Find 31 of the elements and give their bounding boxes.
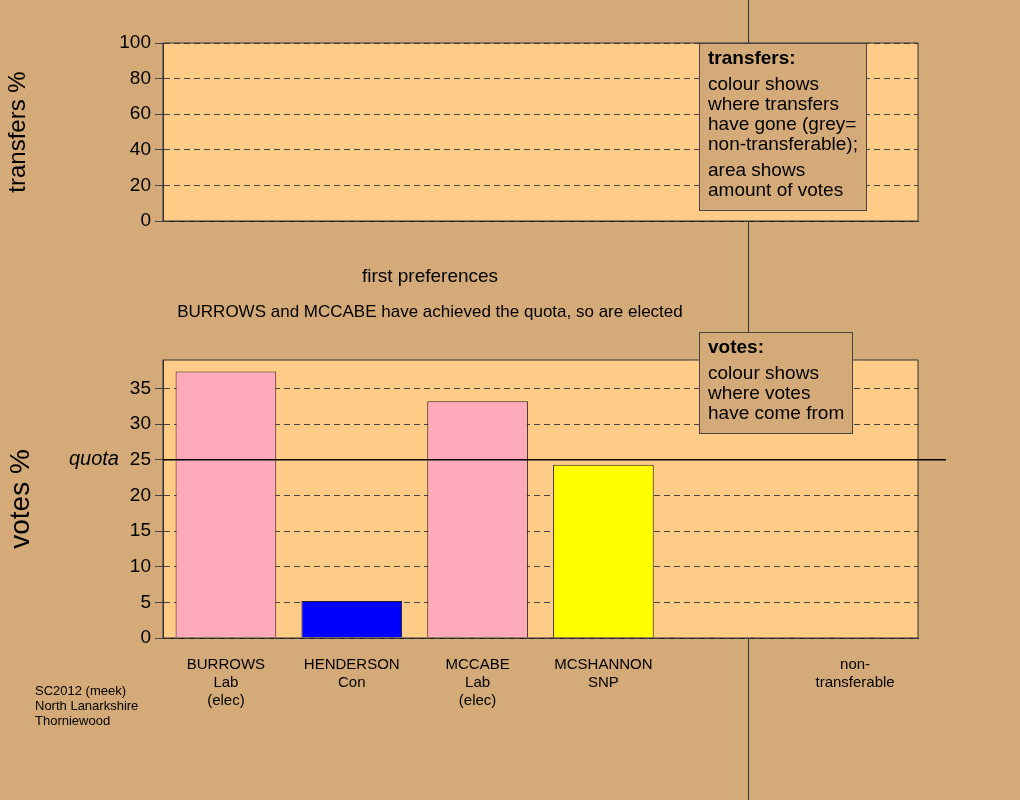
- y-tick-label: 10: [129, 554, 151, 576]
- annotation: area shows amount of votes: [708, 159, 845, 200]
- y-tick-label: 0: [140, 209, 151, 231]
- y-axis-title: transfers %: [3, 71, 31, 193]
- text: SC2012 (meek) North Lanarkshire Thorniewood: [35, 683, 139, 728]
- y-tick-label: 20: [129, 173, 151, 195]
- x-tick-label: HENDERSON Con: [303, 655, 400, 691]
- annotation: colour shows where votes have come from: [708, 362, 845, 423]
- notes-box: transfers: colour shows where transfers have gone (grey= non-transferable); area shows amount of votes: [699, 43, 867, 211]
- notes-box: votes: colour shows where votes have come from: [699, 332, 854, 434]
- x-tick-label: MCSHANNON SNP: [554, 655, 653, 691]
- y-tick-label: 30: [129, 412, 151, 434]
- y-tick-label: 40: [129, 138, 151, 160]
- y-tick-label: 0: [140, 626, 151, 648]
- y-tick-label: 15: [129, 519, 151, 541]
- y-axis-title: votes %: [3, 449, 35, 549]
- annotation: transfers:: [708, 47, 797, 68]
- y-tick-label: 60: [129, 102, 151, 124]
- chart-subtitle: BURROWS and MCCABE have achieved the quota, so are elected: [176, 302, 684, 322]
- annotation: colour shows where transfers have gone (grey= non-transferable);: [708, 73, 858, 154]
- y-tick-label: 100: [119, 31, 151, 53]
- y-tick-label: 35: [129, 376, 151, 398]
- y-tick-label: 20: [129, 483, 151, 505]
- chart-title: first preferences: [360, 265, 500, 287]
- x-tick-label: non- transferable: [815, 655, 895, 691]
- y-tick-label: 5: [140, 590, 151, 612]
- ref-line-label: quota: [68, 447, 119, 470]
- x-tick-label: MCCABE Lab (elec): [445, 655, 510, 709]
- y-tick-label: 25: [129, 448, 151, 470]
- y-tick-label: 80: [129, 66, 151, 88]
- x-tick-label: BURROWS Lab (elec): [186, 655, 266, 709]
